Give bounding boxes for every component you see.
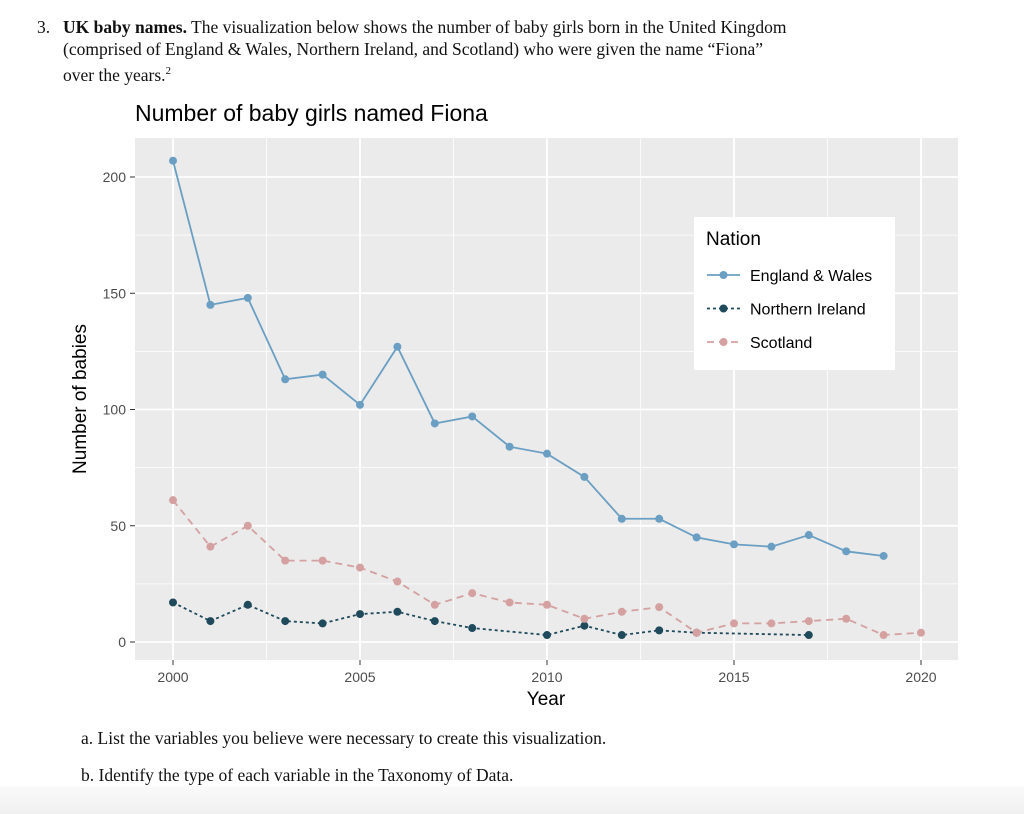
data-point-scotland bbox=[206, 542, 215, 551]
data-point-england-wales bbox=[281, 375, 290, 384]
footnote-marker: 2 bbox=[165, 65, 172, 77]
page-bottom-bar bbox=[0, 786, 1024, 814]
data-point-scotland bbox=[842, 614, 851, 623]
data-point-england-wales bbox=[767, 542, 776, 551]
y-tick-label: 150 bbox=[103, 285, 127, 301]
data-point-england-wales bbox=[393, 342, 402, 351]
data-point-scotland bbox=[318, 556, 327, 565]
legend-key-point bbox=[719, 338, 728, 346]
data-point-england-wales bbox=[505, 442, 514, 451]
data-point-scotland bbox=[169, 496, 177, 505]
series-line-scotland bbox=[172, 499, 922, 636]
data-point-scotland bbox=[505, 598, 514, 607]
legend: Nation England & Wales Northern Ireland Sc… bbox=[694, 217, 895, 370]
data-point-england-wales bbox=[842, 547, 851, 556]
data-point-scotland bbox=[730, 619, 738, 628]
question-line-2: (comprised of England & Wales, Northern … bbox=[63, 39, 763, 59]
question-title: UK baby names. bbox=[63, 17, 187, 37]
y-tick-label: 100 bbox=[103, 402, 127, 418]
series-line-northern-ireland bbox=[172, 601, 809, 636]
data-point-england-wales bbox=[543, 449, 551, 458]
data-point-northern-ireland bbox=[243, 600, 252, 609]
data-point-scotland bbox=[281, 556, 290, 565]
data-point-scotland bbox=[430, 600, 439, 609]
x-tick-label: 2010 bbox=[531, 669, 562, 685]
data-point-england-wales bbox=[243, 293, 252, 302]
data-point-scotland bbox=[580, 614, 589, 623]
data-point-scotland bbox=[692, 628, 701, 637]
legend-key-point bbox=[719, 271, 728, 279]
part-a: a. List the variables you believe were n… bbox=[81, 728, 607, 748]
data-point-northern-ireland bbox=[468, 624, 477, 633]
data-point-scotland bbox=[767, 619, 776, 628]
data-point-england-wales bbox=[617, 514, 626, 523]
question-line-1: The visualization below shows the number… bbox=[191, 17, 787, 37]
data-point-scotland bbox=[393, 577, 402, 586]
data-point-scotland bbox=[356, 563, 364, 572]
data-point-england-wales bbox=[356, 400, 364, 409]
y-axis-label: Number of babies bbox=[70, 324, 91, 474]
legend-key-point bbox=[719, 304, 728, 313]
data-point-england-wales bbox=[692, 533, 701, 542]
data-point-northern-ireland bbox=[617, 631, 626, 640]
x-tick-label: 2005 bbox=[344, 669, 375, 685]
x-tick-label: 2000 bbox=[157, 669, 188, 685]
data-point-northern-ireland bbox=[580, 621, 589, 630]
y-tick-label: 0 bbox=[118, 634, 126, 650]
data-point-england-wales bbox=[169, 156, 177, 165]
data-point-northern-ireland bbox=[804, 631, 813, 640]
data-point-scotland bbox=[917, 628, 925, 637]
legend-title: Nation bbox=[706, 229, 761, 250]
data-point-scotland bbox=[804, 617, 813, 626]
y-tick-label: 200 bbox=[103, 169, 127, 185]
data-point-england-wales bbox=[804, 531, 813, 540]
data-point-scotland bbox=[617, 607, 626, 616]
question-number: 3. bbox=[37, 17, 51, 37]
data-point-northern-ireland bbox=[393, 607, 402, 616]
data-point-england-wales bbox=[730, 540, 738, 549]
series-line-england-wales bbox=[172, 160, 884, 557]
data-point-england-wales bbox=[580, 472, 589, 481]
data-point-scotland bbox=[243, 521, 252, 530]
data-point-scotland bbox=[879, 631, 888, 640]
line-chart: Number of baby girls named Fiona 2000 200… bbox=[70, 100, 958, 710]
y-tick-label: 50 bbox=[110, 518, 126, 534]
legend-label-northern-ireland: Northern Ireland bbox=[750, 302, 866, 319]
part-b: b. Identify the type of each variable in… bbox=[81, 765, 514, 785]
data-point-scotland bbox=[543, 600, 551, 609]
data-point-northern-ireland bbox=[169, 598, 177, 607]
data-point-england-wales bbox=[206, 300, 215, 309]
data-point-northern-ireland bbox=[655, 626, 664, 635]
legend-label-england-wales: England & Wales bbox=[750, 268, 872, 285]
x-axis-label: Year bbox=[527, 689, 566, 710]
x-tick-label: 2015 bbox=[718, 669, 749, 685]
data-point-northern-ireland bbox=[543, 631, 551, 640]
legend-box bbox=[694, 217, 895, 370]
question-line-3: over the years. bbox=[63, 64, 166, 85]
data-point-scotland bbox=[655, 603, 664, 612]
data-point-england-wales bbox=[468, 412, 477, 421]
data-point-england-wales bbox=[430, 419, 439, 428]
data-point-northern-ireland bbox=[281, 617, 290, 626]
data-point-northern-ireland bbox=[430, 617, 439, 626]
legend-label-scotland: Scotland bbox=[750, 335, 812, 352]
data-point-scotland bbox=[468, 589, 477, 598]
data-point-northern-ireland bbox=[356, 610, 364, 619]
data-point-england-wales bbox=[655, 514, 664, 523]
data-point-england-wales bbox=[879, 551, 888, 560]
question-text: 3. UK baby names. The visualization below… bbox=[37, 16, 997, 86]
x-tick-label: 2020 bbox=[905, 669, 936, 685]
chart-title: Number of baby girls named Fiona bbox=[135, 100, 488, 126]
data-point-england-wales bbox=[318, 370, 327, 379]
data-point-northern-ireland bbox=[318, 619, 327, 628]
data-point-northern-ireland bbox=[206, 617, 215, 626]
